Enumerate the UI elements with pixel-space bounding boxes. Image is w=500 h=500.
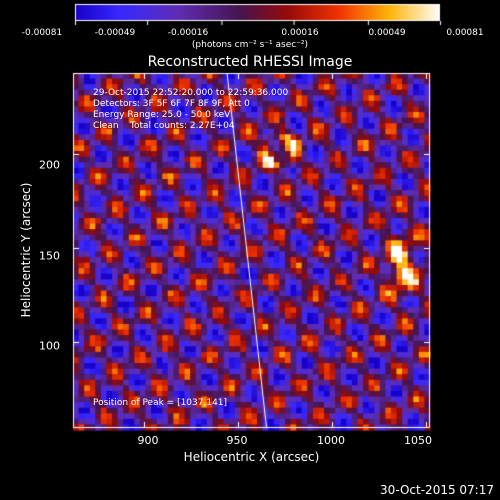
colorbar-tick-label: -0.00016 [167,28,209,38]
y-tick-label: 150 [39,249,60,263]
x-tick-label: 950 [226,434,248,447]
y-tick-label: 200 [39,158,60,172]
footer-timestamp: 30-Oct-2015 07:17 [380,483,494,497]
annotation-energy-range: Energy Range: 25.0 - 50.0 keV [93,110,231,120]
chart-title: Reconstructed RHESSI Image [147,54,353,70]
colorbar-tick-label: 0.00049 [368,28,406,38]
x-axis-label: Heliocentric X (arcsec) [183,450,320,464]
annotation-time-range: 29-Oct-2015 22:52:20.000 to 22:59:36.000 [93,88,289,98]
colorbar-tick-label: -0.00049 [94,28,136,38]
y-axis-label: Heliocentric Y (arcsec) [19,182,33,318]
annotation-detectors: Detectors: 3F 5F 6F 7F 8F 9F, Att 0 [93,99,250,109]
peak-position-label: Position of Peak = [1037,141] [93,398,228,408]
x-tick-label: 1000 [317,434,345,447]
x-tick-label: 900 [137,434,159,447]
colorbar-tick-label: 0.00016 [281,28,319,38]
colorbar-tick-label: 0.00081 [446,28,484,38]
y-tick-label: 100 [39,339,60,353]
colorbar-tick-label: -0.00081 [21,28,63,38]
annotation-total-counts: Clean Total counts: 2.27E+04 [93,121,235,131]
x-tick-label: 1050 [404,434,432,447]
colorbar-unit-label: (photons cm⁻² s⁻¹ asec⁻²) [191,40,309,50]
